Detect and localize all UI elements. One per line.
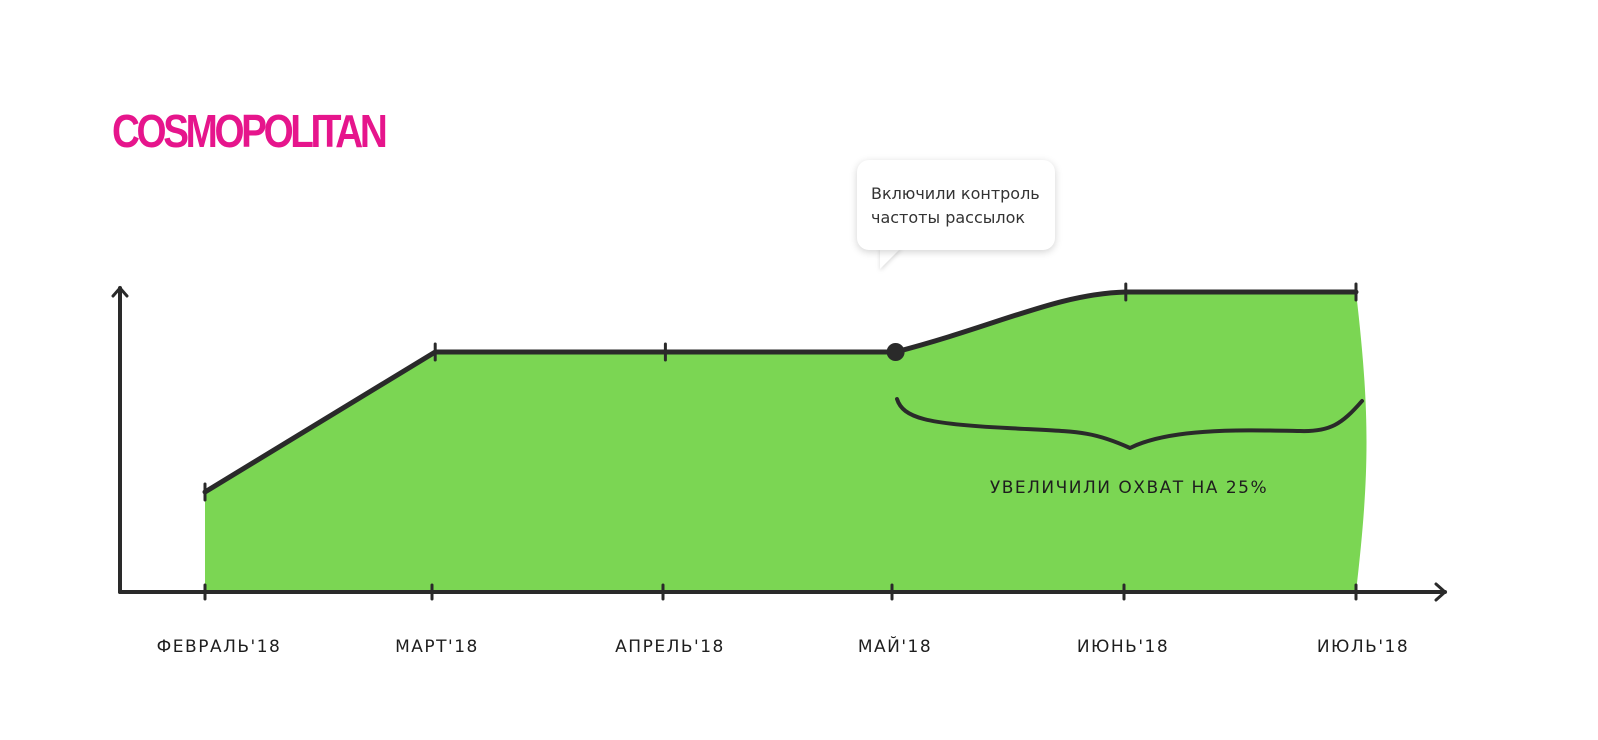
callout-bubble: Включили контроль частоты рассылок xyxy=(857,160,1055,250)
callout-line-1: Включили контроль xyxy=(871,184,1040,203)
area-fill xyxy=(205,292,1367,592)
axes-layer xyxy=(111,285,1448,602)
highlight-point xyxy=(886,343,905,361)
x-tick-label: ФЕВРАЛЬ'18 xyxy=(157,637,282,657)
x-tick-label: АПРЕЛЬ'18 xyxy=(615,637,725,657)
x-tick-label: МАРТ'18 xyxy=(395,637,479,657)
x-tick-label: ИЮЛЬ'18 xyxy=(1317,637,1409,657)
x-tick-label: МАЙ'18 xyxy=(858,635,932,657)
annotation-brace xyxy=(895,397,1364,450)
callout-tail xyxy=(880,247,902,269)
x-axis-arrow xyxy=(1434,582,1448,602)
annotation-text: УВЕЛИЧИЛИ ОХВАТ НА 25% xyxy=(990,478,1268,498)
x-tick-label: ИЮНЬ'18 xyxy=(1077,637,1169,657)
ticks-layer xyxy=(203,583,1358,601)
labels-layer: ФЕВРАЛЬ'18 МАРТ'18 АПРЕЛЬ'18 МАЙ'18 ИЮНЬ'18 И… xyxy=(157,635,1409,657)
callout-line-2: частоты рассылок xyxy=(871,208,1026,227)
line-layer xyxy=(202,282,1359,502)
area-layer xyxy=(205,292,1367,592)
y-axis-arrow xyxy=(111,285,129,298)
cosmopolitan-logo: COSMOPOLITAN xyxy=(112,105,388,157)
annotation-layer: УВЕЛИЧИЛИ ОХВАТ НА 25% xyxy=(895,397,1364,498)
